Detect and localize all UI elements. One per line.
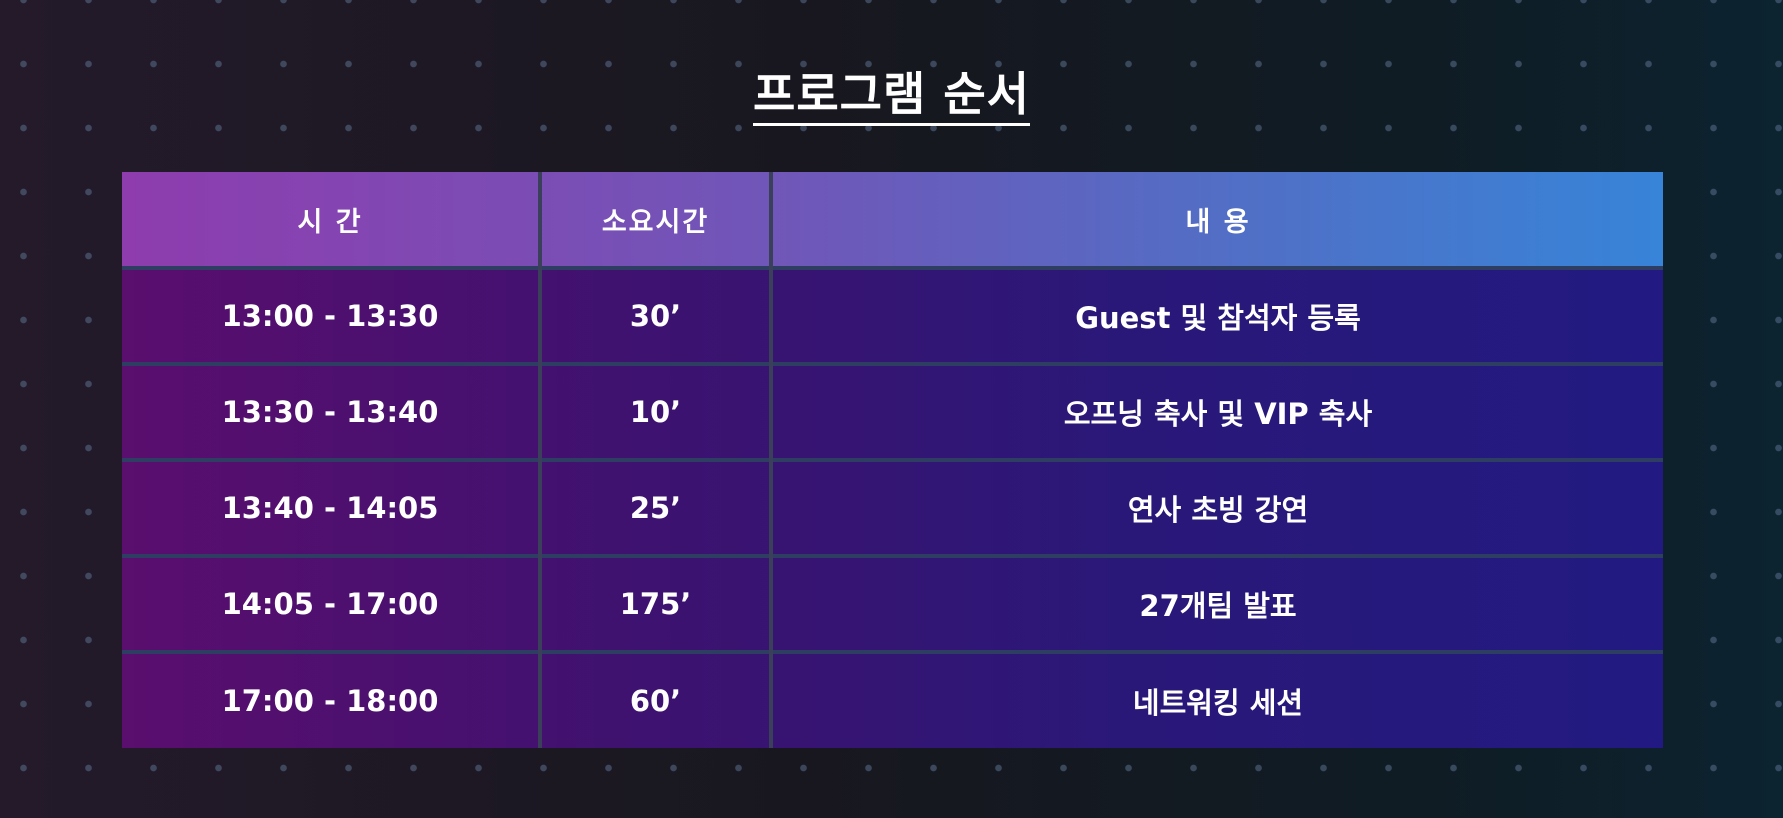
table-header [122, 172, 1663, 266]
row-divider [122, 650, 1663, 654]
header-content: 내 용 [1185, 206, 1251, 238]
column-divider [769, 172, 773, 748]
row-divider [122, 554, 1663, 558]
row-5-duration: 60’ [629, 684, 682, 718]
schedule-table: 시 간 소요시간 내 용 13:00 - 13:30 30’ Guest 및 참… [122, 172, 1663, 748]
table-body [122, 266, 1663, 748]
row-5-time: 17:00 - 18:00 [221, 684, 439, 718]
page-title: 프로그램 순서 [0, 58, 1783, 126]
row-1-duration: 30’ [629, 299, 682, 333]
row-3-duration: 25’ [629, 491, 682, 525]
header-divider [122, 266, 1663, 270]
column-divider [538, 172, 542, 748]
row-1-content: Guest 및 참석자 등록 [1075, 301, 1361, 335]
row-5-content: 네트워킹 세션 [1132, 686, 1304, 720]
row-2-duration: 10’ [629, 395, 682, 429]
header-time: 시 간 [297, 206, 363, 238]
row-1-time: 13:00 - 13:30 [221, 299, 439, 333]
row-4-duration: 175’ [619, 587, 692, 621]
header-duration: 소요시간 [601, 206, 710, 238]
row-divider [122, 362, 1663, 366]
row-4-time: 14:05 - 17:00 [221, 587, 439, 621]
row-4-content: 27개팀 발표 [1139, 589, 1297, 623]
row-3-content: 연사 초빙 강연 [1127, 493, 1309, 527]
row-divider [122, 458, 1663, 462]
row-2-time: 13:30 - 13:40 [221, 395, 439, 429]
row-3-time: 13:40 - 14:05 [221, 491, 439, 525]
row-2-content: 오프닝 축사 및 VIP 축사 [1063, 397, 1373, 431]
